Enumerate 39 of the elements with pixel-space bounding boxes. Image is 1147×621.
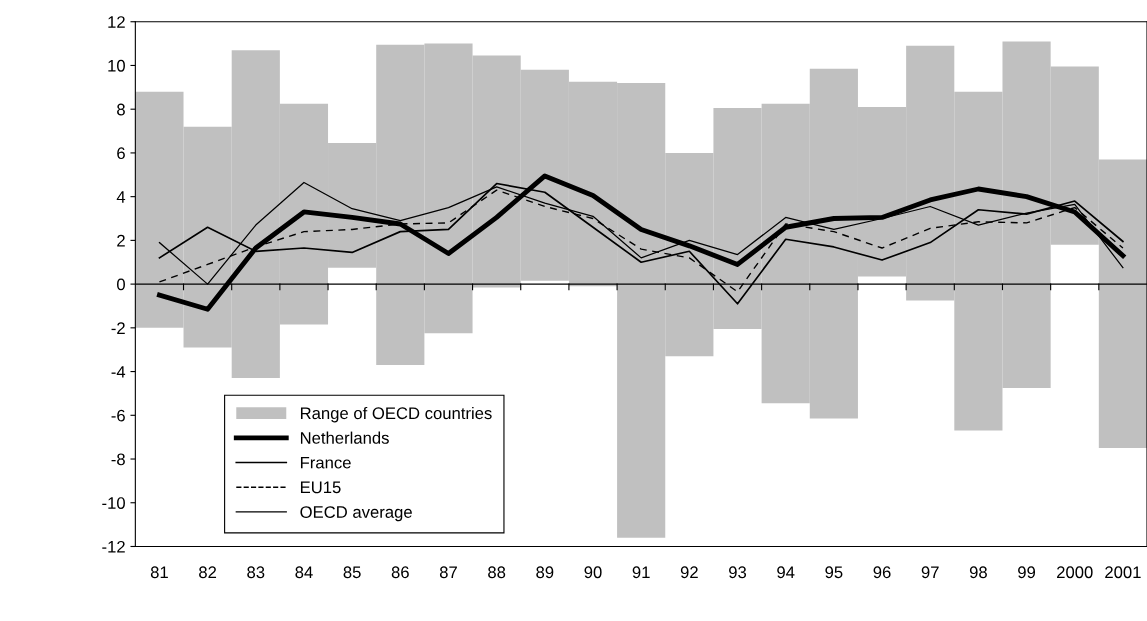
y-tick-label: 2	[117, 234, 125, 247]
x-tick-label: 89	[536, 566, 554, 579]
y-tick-label: 6	[117, 147, 125, 160]
y-tick-label: 12	[108, 16, 125, 28]
y-tick-label: -8	[111, 453, 125, 466]
legend-label: Range of OECD countries	[300, 406, 492, 423]
x-tick-label: 85	[343, 566, 361, 579]
x-tick-label: 2001	[1105, 566, 1141, 579]
x-tick-label: 86	[391, 566, 409, 579]
legend-label: France	[300, 456, 351, 469]
x-tick-label: 96	[873, 566, 891, 579]
y-tick-label: 0	[117, 278, 125, 291]
y-tick-label: 8	[117, 103, 125, 116]
y-tick-label: -10	[102, 497, 125, 509]
y-tick-label: 4	[116, 191, 126, 203]
x-tick-label: 94	[777, 566, 795, 579]
y-tick-label: 10	[108, 59, 125, 72]
x-tick-label: 81	[150, 566, 168, 579]
y-tick-label: -4	[111, 366, 126, 378]
x-tick-label: 97	[921, 566, 939, 579]
x-tick-label: 87	[439, 566, 457, 579]
x-tick-label: 93	[729, 566, 747, 579]
x-tick-label: 95	[825, 566, 843, 579]
x-tick-label: 83	[247, 566, 265, 579]
legend-label: Netherlands	[300, 431, 389, 444]
x-tick-label: 82	[199, 566, 217, 579]
x-tick-label: 90	[584, 566, 602, 579]
y-tick-label: -6	[111, 409, 125, 422]
x-tick-label: 88	[488, 566, 506, 579]
y-tick-label: -2	[111, 322, 125, 334]
x-tick-label: 99	[1018, 566, 1036, 579]
x-tick-label: 92	[680, 566, 698, 579]
legend-label: OECD average	[300, 506, 412, 522]
x-tick-label: 98	[969, 566, 987, 579]
y-tick-label: -12	[102, 540, 125, 553]
x-tick-label: 2000	[1057, 566, 1093, 579]
legend-label: EU15	[300, 481, 341, 494]
x-tick-label: 84	[295, 566, 313, 579]
x-tick-label: 91	[632, 566, 650, 579]
